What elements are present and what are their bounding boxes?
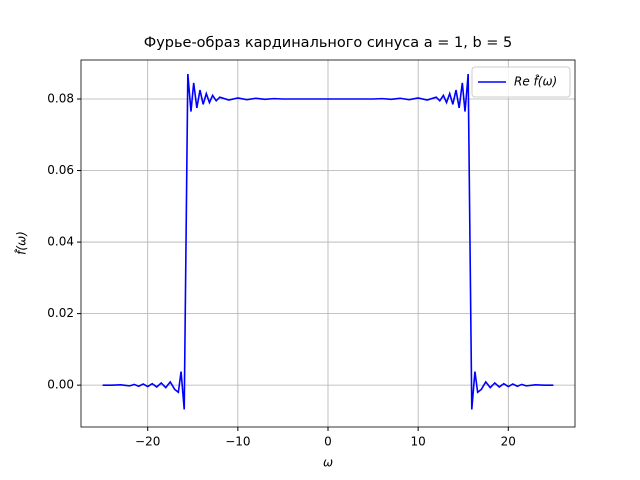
x-tick-label: 20 [501, 435, 516, 449]
data-line [102, 73, 554, 410]
x-tick-label: 0 [324, 435, 332, 449]
plot-frame [80, 59, 576, 428]
y-tick-label: 0.02 [47, 306, 74, 320]
y-tick-label: 0.06 [47, 163, 74, 177]
y-tick-label: 0.00 [47, 378, 74, 392]
y-tick-label: 0.04 [47, 235, 74, 249]
chart-title: Фурье-образ кардинального синуса a = 1, … [144, 35, 513, 51]
y-axis-label: f̂(ω) [14, 231, 28, 255]
x-tick-label: 10 [411, 435, 426, 449]
x-tick-label: −10 [225, 435, 250, 449]
legend-label: Re f̂(ω) [514, 74, 557, 88]
legend-box [471, 66, 571, 98]
x-axis-label: ω [323, 456, 333, 470]
y-tick-label: 0.08 [47, 91, 74, 105]
x-tick-label: −20 [135, 435, 160, 449]
